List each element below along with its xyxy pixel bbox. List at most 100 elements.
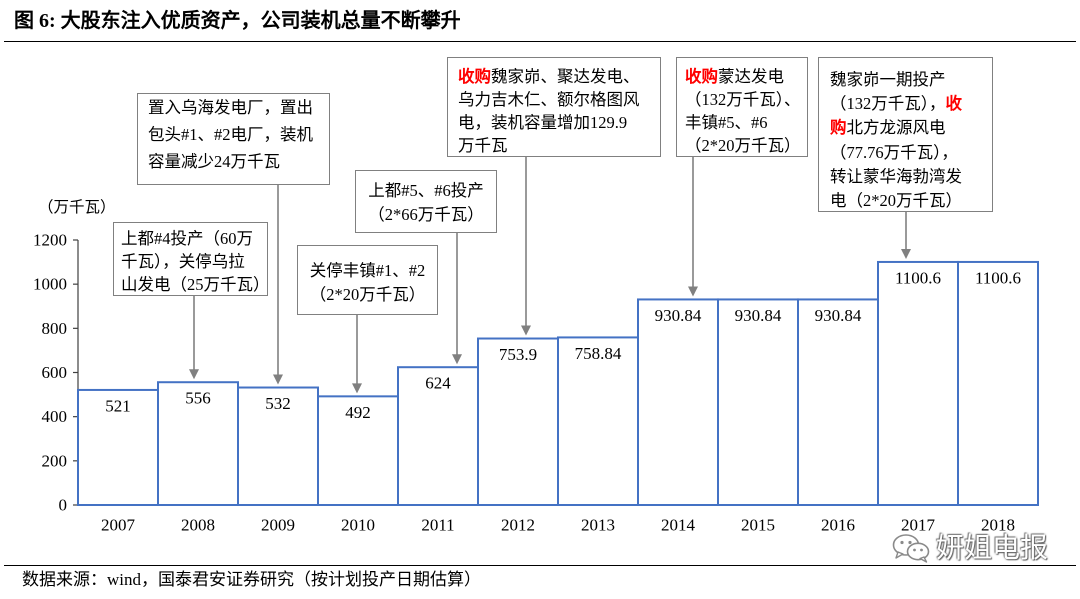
annotation-line: 山发电（25万千瓦） — [121, 273, 270, 296]
annotation-line: （2*20万千瓦） — [300, 283, 435, 307]
arrowhead — [901, 248, 911, 259]
annotation-line: （132万千瓦）、 — [685, 88, 805, 111]
bar-value-label: 532 — [265, 394, 291, 413]
annotation-text: 山发电（25万千瓦） — [121, 275, 270, 294]
annotation-text: 电，装机容量增加129.9 — [458, 113, 628, 132]
annotation-text: 乌力吉木仁、额尔格图风 — [458, 90, 640, 109]
bar-value-label: 758.84 — [575, 344, 622, 363]
annotation-arrow — [352, 315, 362, 394]
annotation-highlight-text: 收购 — [685, 67, 718, 86]
x-tick-label: 2010 — [341, 516, 375, 535]
watermark: 妍姐电报 — [892, 532, 1048, 564]
bar-2015 — [717, 298, 799, 507]
annotation-line: （2*20万千瓦） — [685, 134, 805, 157]
bar-value-label: 492 — [345, 403, 371, 422]
annotation-highlight-text: 收购 — [458, 67, 491, 86]
annotation-line: 千瓦），关停乌拉 — [121, 250, 263, 273]
annotation-box-2014: 收购蒙达发电 （132万千瓦）、丰镇#5、#6 （2*20万千瓦） — [676, 57, 808, 157]
annotation-highlight-text: 购 — [830, 118, 847, 138]
bar-value-label: 521 — [105, 396, 131, 415]
x-tick-label: 2017 — [901, 516, 936, 535]
annotation-text: （132万千瓦）， — [830, 94, 946, 114]
x-tick-label: 2012 — [501, 516, 535, 535]
annotation-arrow — [901, 212, 911, 259]
annotation-text: （132万千瓦）、 — [685, 90, 801, 109]
annotation-line: 魏家峁一期投产 — [830, 68, 990, 92]
title-divider — [4, 41, 1076, 42]
annotation-line: 乌力吉木仁、额尔格图风 — [458, 88, 656, 111]
bar-2007 — [77, 388, 159, 506]
annotation-line: 上都#5、#6投产 — [358, 179, 494, 203]
x-tick-label: 2016 — [821, 516, 855, 535]
annotation-text: 蒙达发电 — [718, 67, 784, 86]
annotation-line: （77.76万千瓦）， — [830, 141, 990, 165]
arrowhead — [273, 374, 283, 385]
y-tick-label: 1200 — [33, 231, 67, 250]
bar-2018 — [957, 260, 1039, 506]
bar-value-label: 930.84 — [655, 306, 702, 325]
x-tick-label: 2008 — [181, 516, 215, 535]
annotation-box-2009: 置入乌海发电厂，置出 包头#1、#2电厂，装机容量减少24万千瓦 — [137, 93, 330, 185]
y-tick-label: 0 — [59, 496, 68, 515]
y-tick-label: 400 — [42, 407, 68, 426]
annotation-arrow — [189, 296, 199, 380]
x-tick-label: 2018 — [981, 516, 1015, 535]
arrowhead — [452, 354, 462, 365]
annotation-box-2011: 上都#5、#6投产 （2*66万千瓦） — [355, 170, 497, 233]
bar-value-label: 556 — [185, 389, 211, 408]
annotation-line: 包头#1、#2电厂，装机 — [148, 121, 325, 148]
annotation-line: 万千瓦 — [458, 134, 656, 157]
x-tick-label: 2013 — [581, 516, 615, 535]
bar-value-label: 753.9 — [499, 345, 537, 364]
annotation-text: 魏家峁、聚达发电、 — [491, 67, 640, 86]
annotation-text: （2*20万千瓦） — [309, 285, 426, 304]
arrowhead — [521, 325, 531, 336]
bar-2014 — [637, 298, 719, 507]
bar-value-label: 930.84 — [735, 306, 782, 325]
bar-2016 — [797, 298, 879, 507]
annotation-text: 上都#4投产（60万 — [121, 229, 253, 248]
annotation-text: 置入乌海发电厂，置出 — [148, 98, 313, 117]
bar-2011 — [397, 366, 479, 507]
annotation-arrow — [273, 185, 283, 385]
bar-2017 — [877, 260, 959, 506]
annotation-arrow — [452, 233, 462, 365]
bar-value-label: 1100.6 — [895, 268, 941, 287]
bar-value-label: 1100.6 — [975, 268, 1021, 287]
annotation-line: 上都#4投产（60万 — [121, 227, 263, 250]
arrowhead — [352, 383, 362, 394]
annotation-line: 丰镇#5、#6 — [685, 111, 805, 134]
annotation-text: （77.76万千瓦）， — [830, 142, 958, 162]
bar-value-label: 930.84 — [815, 306, 862, 325]
annotation-box-2010: 关停丰镇#1、#2 （2*20万千瓦） — [297, 245, 438, 315]
annotation-line: 转让蒙华海勃湾发 — [830, 165, 990, 189]
annotation-text: 北方龙源风电 — [846, 118, 946, 138]
annotation-line: 容量减少24万千瓦 — [148, 148, 325, 175]
footer-divider — [4, 565, 1076, 566]
bar-value-label: 624 — [425, 374, 451, 393]
annotation-arrow — [688, 157, 698, 297]
y-tick-label: 600 — [42, 363, 68, 382]
annotation-text: 关停丰镇#1、#2 — [309, 261, 426, 280]
annotation-text: 包头#1、#2电厂，装机 — [148, 125, 313, 144]
annotation-line: 关停丰镇#1、#2 — [300, 259, 435, 283]
annotation-arrow — [521, 157, 531, 336]
annotation-line: 电，装机容量增加129.9 — [458, 111, 656, 134]
annotation-box-2017: 魏家峁一期投产 （132万千瓦），收 购北方龙源风电 （77.76万千瓦）， 转让蒙华海… — [818, 57, 993, 212]
annotation-box-2012: 收购魏家峁、聚达发电、乌力吉木仁、额尔格图风 电，装机容量增加129.9 万千瓦 — [447, 57, 661, 157]
annotation-text: （2*20万千瓦） — [685, 136, 801, 155]
arrowhead — [189, 369, 199, 380]
y-tick-label: 800 — [42, 319, 68, 338]
wechat-icon — [892, 533, 930, 563]
x-tick-label: 2009 — [261, 516, 295, 535]
annotation-line: 购北方龙源风电 — [830, 116, 990, 140]
annotation-text: 上都#5、#6投产 — [368, 181, 484, 200]
watermark-text: 妍姐电报 — [936, 531, 1049, 564]
annotation-box-2008: 上都#4投产（60万千瓦），关停乌拉山发电（25万千瓦） — [113, 222, 270, 296]
annotation-text: 魏家峁一期投产 — [830, 70, 946, 89]
figure-title: 图 6: 大股东注入优质资产，公司装机总量不断攀升 — [14, 10, 461, 32]
annotation-text: 电（2*20万千瓦） — [830, 191, 962, 211]
annotation-highlight-text: 收 — [945, 94, 963, 114]
